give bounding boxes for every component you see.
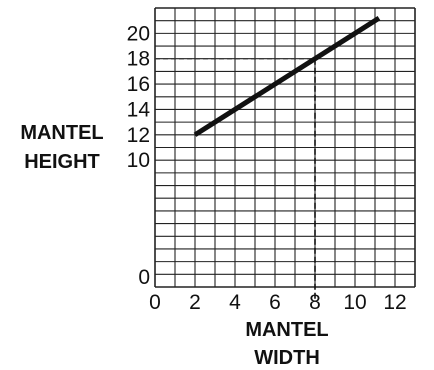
reference-guides — [155, 58, 316, 301]
y-tick-label: 12 — [127, 124, 150, 147]
data-line — [193, 16, 381, 137]
x-tick-label: 0 — [149, 291, 161, 314]
y-tick-label: 10 — [127, 149, 150, 172]
y-tick-label: 0 — [138, 266, 150, 289]
x-tick-label: 10 — [343, 291, 366, 314]
x-tick-label: 6 — [269, 291, 281, 314]
x-tick-label: 8 — [309, 291, 321, 314]
y-tick-label: 14 — [127, 98, 151, 121]
y-tick-label: 16 — [127, 73, 150, 96]
y-tick-label: 20 — [127, 22, 150, 45]
y-axis-title-line2: HEIGHT — [24, 151, 100, 173]
series-layer — [193, 16, 381, 137]
x-axis-title-line1: MANTEL — [245, 319, 328, 341]
chart-grid — [154, 7, 416, 288]
x-tick-label: 12 — [383, 291, 406, 314]
x-tick-label: 4 — [229, 291, 241, 314]
x-tick-label: 2 — [189, 291, 201, 314]
y-axis-title-line1: MANTEL — [20, 122, 103, 144]
y-tick-label: 18 — [127, 48, 150, 71]
x-axis-title-line2: WIDTH — [254, 347, 320, 369]
